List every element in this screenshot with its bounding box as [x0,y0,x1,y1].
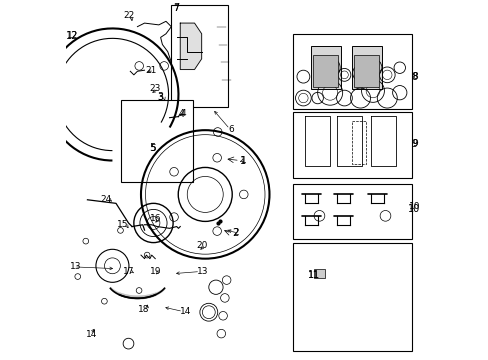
Text: 9: 9 [411,139,417,148]
Text: 8: 8 [410,72,416,82]
Text: 1: 1 [240,156,246,166]
Text: 2: 2 [232,228,238,238]
Text: 23: 23 [149,84,161,93]
Bar [292,243,411,351]
Text: 11: 11 [307,270,320,280]
Text: 14: 14 [86,330,97,339]
Text: 13: 13 [196,267,208,276]
Text: 9: 9 [410,139,416,149]
Bar [292,184,411,239]
Text: 12: 12 [66,31,79,41]
Text: 3: 3 [158,93,163,102]
Text: 24: 24 [100,194,111,203]
Text: 7: 7 [172,3,179,13]
Text: 5: 5 [149,143,156,153]
Text: 11: 11 [308,271,319,280]
Text: 20: 20 [196,241,207,250]
Text: 16: 16 [150,214,162,223]
Bar [310,46,340,89]
Text: 12: 12 [67,31,78,40]
Bar [313,269,324,278]
Bar [292,112,411,178]
Bar [351,46,381,89]
Text: 2: 2 [233,229,238,238]
Text: 15: 15 [117,220,129,229]
Text: 10: 10 [407,204,419,214]
Text: 18: 18 [138,305,149,314]
Text: 22: 22 [122,12,134,21]
Text: 1: 1 [240,156,246,165]
Text: 4: 4 [180,109,185,118]
Text: 19: 19 [149,267,161,276]
Bar [171,5,228,107]
Text: 17: 17 [122,267,134,276]
Text: 13: 13 [70,262,81,271]
Bar [121,100,192,182]
Text: 14: 14 [180,307,191,316]
Text: 4: 4 [179,109,185,119]
Bar [313,55,337,87]
Bar [292,34,411,109]
Bar [354,55,378,87]
Text: 8: 8 [411,72,417,81]
Polygon shape [180,23,201,69]
Text: 5: 5 [150,144,155,153]
Text: 21: 21 [145,66,156,75]
Text: 7: 7 [173,4,179,13]
Text: 10: 10 [408,202,420,211]
Text: 6: 6 [228,125,234,134]
Text: 3: 3 [157,92,163,102]
